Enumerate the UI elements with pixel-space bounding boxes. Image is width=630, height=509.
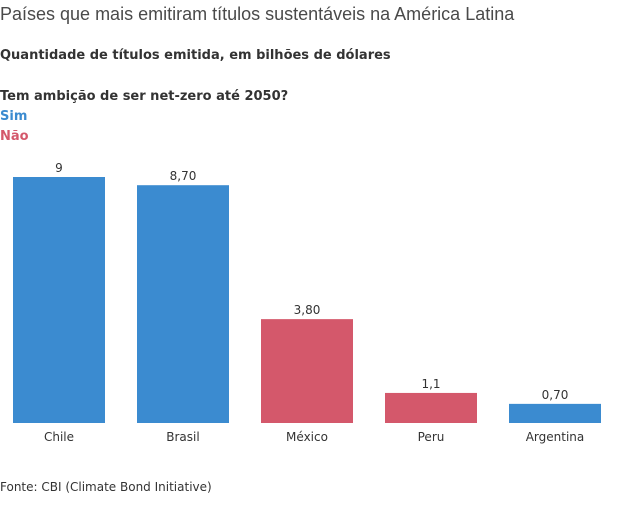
bar-chart: 9 Chile 8,70 Brasil 3,80 México 1,1 Peru 0,70 Arg… (13, 161, 601, 444)
legend-item-sim: Sim (0, 109, 28, 124)
x-tick-label-peru: Peru (418, 430, 445, 444)
data-label-peru: 1,1 (421, 377, 440, 391)
data-label-mexico: 3,80 (294, 303, 321, 317)
chart-title: Países que mais emitiram títulos sustent… (0, 4, 515, 24)
chart-subtitle: Quantidade de títulos emitida, em bilhõe… (0, 48, 391, 63)
data-label-chile: 9 (55, 161, 63, 175)
data-label-argentina: 0,70 (542, 388, 569, 402)
source-note: Fonte: CBI (Climate Bond Initiative) (0, 480, 212, 494)
x-tick-label-brasil: Brasil (166, 430, 199, 444)
bar-mexico (261, 319, 353, 423)
bar-peru (385, 392, 477, 423)
bar-chile (13, 177, 105, 423)
data-label-brasil: 8,70 (170, 169, 197, 183)
legend-title: Tem ambição de ser net-zero até 2050? (0, 89, 289, 104)
bar-argentina (509, 403, 601, 423)
bar-brasil (137, 185, 229, 423)
x-tick-label-chile: Chile (44, 430, 74, 444)
x-tick-label-mexico: México (286, 430, 328, 444)
legend-item-nao: Não (0, 129, 29, 144)
x-tick-label-argentina: Argentina (526, 430, 585, 444)
